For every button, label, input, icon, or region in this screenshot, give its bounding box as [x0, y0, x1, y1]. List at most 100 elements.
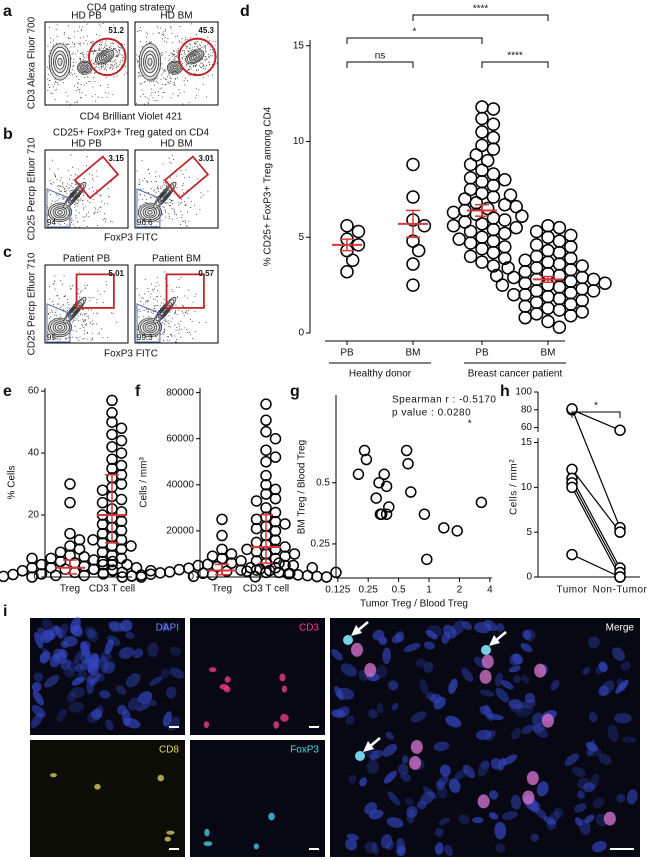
event-dot	[177, 95, 179, 97]
data-point	[260, 456, 272, 468]
event-dot	[73, 46, 75, 48]
event-dot	[51, 93, 53, 94]
nucleus	[401, 755, 409, 764]
event-dot	[89, 173, 90, 175]
event-dot	[168, 315, 170, 317]
event-dot	[102, 337, 104, 339]
event-dot	[139, 27, 141, 28]
event-dot	[203, 45, 205, 47]
event-dot	[88, 216, 90, 218]
event-dot	[83, 327, 85, 328]
event-dot	[144, 194, 146, 196]
event-dot	[112, 49, 114, 51]
data-point	[475, 111, 489, 126]
event-dot	[64, 223, 66, 224]
stained-cell	[94, 783, 101, 790]
event-dot	[163, 332, 165, 333]
nucleus	[99, 655, 109, 674]
event-dot	[180, 169, 182, 171]
data-point	[260, 469, 272, 482]
event-dot	[58, 198, 60, 200]
data-point	[96, 518, 109, 531]
event-dot	[77, 202, 79, 204]
nucleus	[103, 661, 115, 674]
data-point	[306, 562, 318, 574]
event-dot	[175, 55, 177, 57]
event-dot	[154, 180, 156, 182]
event-dot	[204, 68, 206, 70]
event-dot	[173, 59, 175, 60]
data-point	[452, 232, 466, 246]
data-point	[370, 492, 382, 504]
event-dot	[161, 185, 163, 187]
event-dot	[75, 330, 77, 332]
data-point	[418, 508, 431, 520]
event-dot	[167, 81, 169, 83]
event-dot	[208, 61, 210, 63]
event-dot	[75, 184, 77, 185]
event-dot	[82, 51, 84, 53]
event-dot	[170, 97, 172, 99]
event-dot	[99, 50, 101, 52]
event-dot	[186, 225, 188, 227]
event-dot	[84, 330, 86, 332]
event-dot	[82, 203, 84, 205]
event-dot	[115, 56, 117, 58]
event-dot	[161, 212, 163, 214]
significance-bracket	[481, 61, 549, 68]
event-dot	[85, 94, 87, 96]
event-dot	[138, 74, 140, 76]
event-dot	[165, 210, 166, 212]
event-dot	[165, 321, 167, 323]
event-dot	[206, 65, 208, 66]
flow-plot: 51.2	[44, 21, 129, 106]
event-dot	[121, 64, 123, 66]
event-dot	[161, 219, 163, 221]
data-point	[96, 546, 109, 558]
event-dot	[188, 69, 190, 71]
data-point	[446, 219, 461, 233]
event-dot	[205, 96, 207, 98]
event-dot	[178, 204, 180, 206]
nucleus	[359, 777, 368, 787]
event-dot	[184, 177, 186, 179]
event-dot	[84, 319, 86, 321]
event-dot	[139, 75, 141, 77]
event-dot	[94, 72, 96, 73]
event-dot	[166, 185, 168, 187]
panel-letter: e	[3, 383, 12, 400]
y-tick-label: 5	[298, 232, 304, 243]
event-dot	[98, 332, 100, 334]
event-dot	[164, 329, 166, 331]
event-dot	[154, 189, 156, 191]
stained-cell	[157, 774, 164, 782]
event-dot	[92, 40, 94, 42]
event-dot	[49, 26, 51, 28]
event-dot	[170, 334, 172, 336]
event-dot	[158, 95, 160, 97]
event-dot	[150, 88, 152, 90]
event-dot	[69, 73, 71, 75]
event-dot	[198, 44, 200, 46]
event-dot	[83, 207, 85, 209]
stained-cell	[166, 830, 175, 835]
event-dot	[78, 212, 80, 214]
event-dot	[69, 192, 71, 194]
nucleus	[336, 687, 355, 700]
event-dot	[137, 329, 138, 331]
event-dot	[95, 50, 97, 52]
data-point	[115, 459, 128, 472]
data-point	[518, 310, 532, 325]
nucleus	[37, 627, 49, 640]
event-dot	[86, 315, 88, 317]
data-point	[378, 468, 390, 481]
micrograph	[190, 618, 325, 735]
event-dot	[79, 336, 81, 338]
event-dot	[58, 188, 60, 190]
data-point	[250, 513, 263, 526]
event-dot	[91, 95, 93, 97]
event-dot	[147, 311, 149, 313]
event-dot	[86, 23, 88, 25]
event-dot	[186, 39, 188, 41]
event-dot	[185, 77, 186, 79]
